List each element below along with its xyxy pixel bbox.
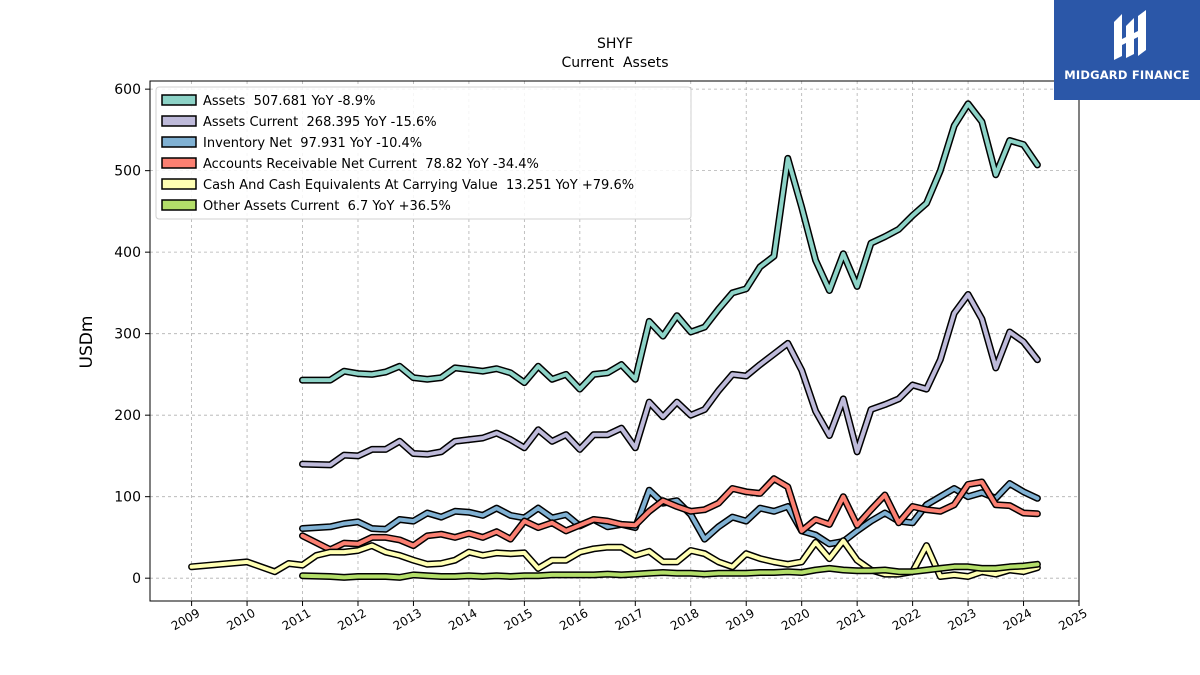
x-tick-label: 2013 bbox=[391, 606, 424, 633]
legend-swatch bbox=[161, 199, 197, 211]
series-outline bbox=[299, 475, 1041, 554]
x-tick-label: 2009 bbox=[169, 606, 202, 633]
series-stroke bbox=[300, 292, 1040, 467]
series-line-0 bbox=[299, 100, 1041, 393]
y-tick-label: 100 bbox=[114, 490, 141, 506]
x-tick-label: 2016 bbox=[557, 606, 590, 633]
x-tick-label: 2021 bbox=[834, 606, 867, 633]
chart-title: SHYF bbox=[597, 36, 633, 52]
x-tick-label: 2024 bbox=[1001, 606, 1034, 633]
series-lines bbox=[188, 100, 1041, 581]
legend-entry: Inventory Net 97.931 YoY -10.4% bbox=[203, 136, 422, 151]
legend-entry: Other Assets Current 6.7 YoY +36.5% bbox=[203, 199, 451, 214]
y-tick-label: 400 bbox=[114, 245, 141, 261]
brand-name: MIDGARD FINANCE bbox=[1064, 68, 1190, 82]
y-tick-label: 600 bbox=[114, 82, 141, 98]
x-tick-label: 2012 bbox=[335, 606, 368, 633]
legend: Assets 507.681 YoY -8.9% Assets Current 2… bbox=[155, 86, 692, 220]
series-line-5 bbox=[299, 560, 1041, 581]
y-tick-label: 0 bbox=[132, 571, 141, 587]
series-stroke bbox=[300, 476, 1040, 552]
x-tick-label: 2020 bbox=[779, 606, 812, 633]
legend-swatch bbox=[161, 115, 197, 127]
x-tick-label: 2011 bbox=[280, 606, 313, 633]
x-tick-label: 2010 bbox=[224, 606, 257, 633]
legend-entry: Assets 507.681 YoY -8.9% bbox=[203, 94, 375, 109]
series-outline bbox=[299, 480, 1041, 548]
x-tick-label: 2019 bbox=[723, 606, 756, 633]
series-line-3 bbox=[299, 475, 1041, 554]
x-tick-label: 2022 bbox=[890, 606, 923, 633]
legend-entry: Cash And Cash Equivalents At Carrying Va… bbox=[203, 178, 634, 193]
series-stroke bbox=[300, 101, 1040, 392]
y-axis-label: USDm bbox=[77, 316, 97, 369]
brand-logo: MIDGARD FINANCE bbox=[1054, 0, 1200, 100]
x-tick-label: 2015 bbox=[502, 606, 535, 633]
x-tick-label: 2017 bbox=[613, 606, 646, 633]
legend-entry: Assets Current 268.395 YoY -15.6% bbox=[203, 115, 437, 130]
brand-mark-icon bbox=[1114, 10, 1146, 60]
series-line-2 bbox=[299, 480, 1041, 548]
plot-frame bbox=[149, 80, 1080, 602]
legend-swatch bbox=[161, 136, 197, 148]
x-tick-label: 2025 bbox=[1056, 606, 1089, 633]
series-stroke bbox=[300, 562, 1040, 580]
legend-swatch bbox=[161, 178, 197, 190]
x-tick-label: 2014 bbox=[446, 606, 479, 633]
y-tick-label: 200 bbox=[114, 408, 141, 424]
series-line-1 bbox=[299, 291, 1041, 469]
legend-swatch bbox=[161, 157, 197, 169]
chart-subtitle: Current Assets bbox=[561, 55, 668, 71]
legend-box bbox=[155, 86, 692, 220]
y-tick-label: 300 bbox=[114, 327, 141, 343]
legend-swatch bbox=[161, 94, 197, 106]
x-tick-label: 2018 bbox=[668, 606, 701, 633]
x-tick-label: 2023 bbox=[945, 606, 978, 633]
y-tick-label: 500 bbox=[114, 164, 141, 180]
series-stroke bbox=[300, 481, 1040, 546]
legend-entry: Accounts Receivable Net Current 78.82 Yo… bbox=[203, 157, 539, 172]
